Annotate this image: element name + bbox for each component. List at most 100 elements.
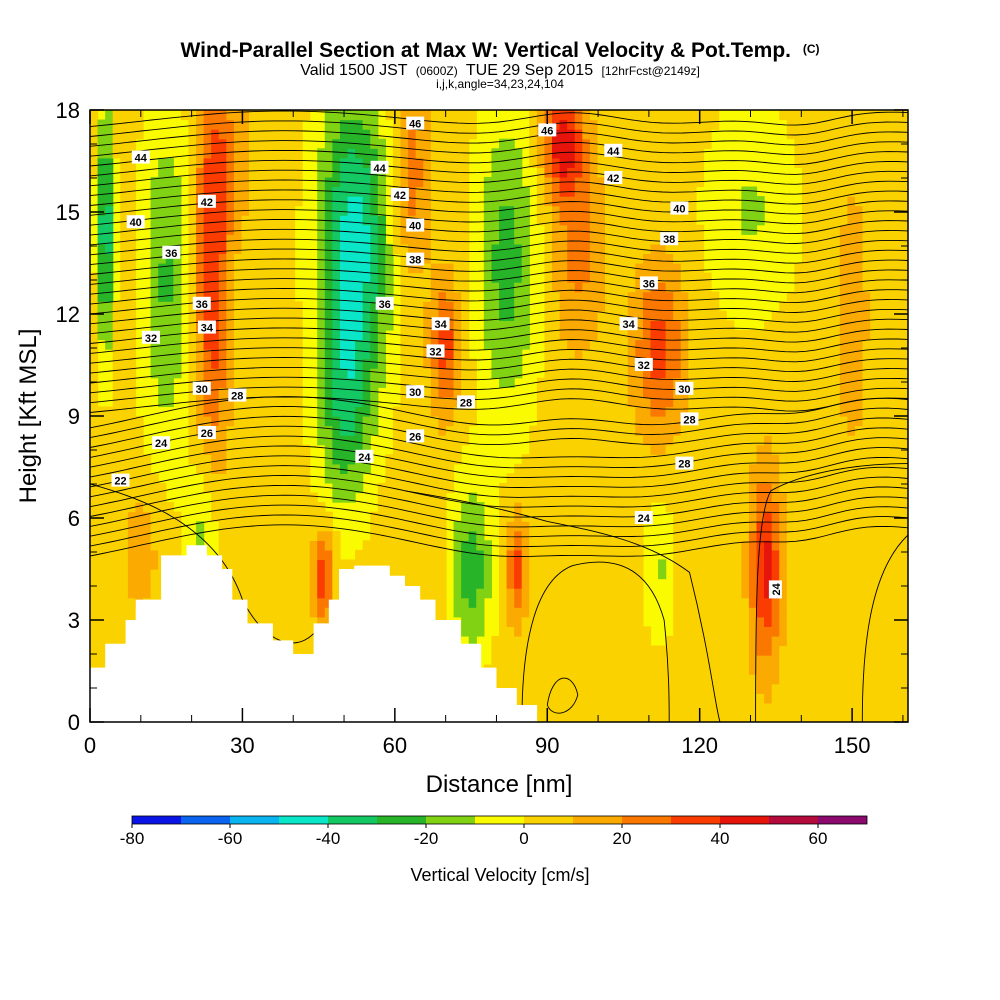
velocity-cell (703, 674, 712, 685)
velocity-cell (135, 110, 144, 121)
velocity-cell (680, 549, 689, 561)
velocity-cell (574, 626, 583, 637)
velocity-cell (264, 482, 273, 494)
velocity-cell (673, 224, 682, 235)
velocity-cell (597, 444, 606, 455)
velocity-cell (377, 205, 386, 216)
velocity-cell (764, 607, 773, 618)
velocity-cell (249, 454, 258, 465)
velocity-cell (597, 674, 606, 685)
velocity-cell (544, 358, 553, 369)
velocity-cell (226, 329, 235, 341)
velocity-cell (779, 473, 788, 484)
velocity-cell (453, 224, 462, 235)
velocity-cell (211, 129, 220, 140)
velocity-cell (286, 502, 296, 513)
velocity-cell (499, 138, 508, 149)
velocity-cell (218, 540, 227, 551)
velocity-cell (249, 435, 258, 446)
velocity-cell (567, 205, 576, 216)
velocity-cell (392, 176, 402, 188)
velocity-cell (150, 176, 159, 188)
velocity-cell (158, 540, 167, 551)
velocity-cell (650, 205, 659, 216)
velocity-cell (567, 597, 576, 608)
velocity-cell (718, 387, 727, 398)
velocity-cell (120, 387, 129, 398)
velocity-cell (642, 702, 652, 714)
velocity-cell (552, 224, 561, 235)
velocity-cell (241, 530, 250, 541)
velocity-cell (779, 674, 788, 685)
velocity-cell (552, 645, 561, 656)
velocity-cell (226, 167, 235, 178)
velocity-cell (332, 243, 341, 255)
velocity-cell (324, 138, 333, 149)
velocity-cell (574, 301, 583, 312)
velocity-cell (559, 664, 568, 675)
velocity-cell (226, 559, 235, 570)
velocity-cell (506, 138, 515, 149)
velocity-cell (438, 148, 447, 159)
velocity-cell (173, 263, 182, 274)
velocity-cell (559, 588, 568, 599)
velocity-cell (271, 263, 280, 274)
velocity-cell (408, 444, 417, 455)
velocity-cell (582, 253, 591, 264)
velocity-cell (249, 387, 258, 398)
velocity-cell (695, 291, 705, 302)
velocity-cell (196, 416, 205, 427)
velocity-cell (801, 702, 811, 714)
velocity-cell (658, 693, 667, 704)
velocity-cell (764, 693, 773, 704)
velocity-cell (589, 406, 599, 417)
velocity-cell (529, 655, 538, 666)
velocity-cell (241, 349, 250, 360)
chart-title-unit: (C) (803, 42, 820, 56)
velocity-cell (756, 482, 765, 494)
velocity-cell (461, 263, 470, 274)
velocity-cell (506, 521, 515, 532)
velocity-cell (597, 664, 606, 675)
velocity-cell (264, 540, 273, 551)
velocity-cell (165, 310, 174, 321)
velocity-cell (642, 339, 652, 350)
velocity-cell (748, 329, 758, 341)
velocity-cell (552, 320, 561, 331)
velocity-cell (589, 110, 599, 121)
velocity-cell (703, 129, 712, 140)
velocity-cell (415, 358, 424, 369)
velocity-cell (226, 205, 235, 216)
velocity-cell (748, 502, 758, 513)
velocity-cell (741, 530, 750, 541)
velocity-cell (597, 291, 606, 302)
velocity-cell (355, 559, 364, 570)
velocity-cell (529, 482, 538, 494)
velocity-cell (658, 110, 667, 121)
velocity-cell (438, 358, 447, 369)
velocity-cell (794, 626, 803, 637)
velocity-cell (521, 674, 530, 685)
velocity-cell (491, 329, 500, 341)
velocity-cell (756, 339, 765, 350)
velocity-cell (582, 186, 591, 197)
velocity-cell (218, 530, 227, 541)
velocity-cell (347, 349, 356, 360)
velocity-cell (733, 616, 742, 627)
velocity-cell (779, 349, 788, 360)
velocity-cell (203, 272, 212, 283)
velocity-cell (703, 588, 712, 599)
velocity-cell (355, 263, 364, 274)
velocity-cell (658, 396, 667, 408)
velocity-cell (589, 702, 599, 714)
velocity-cell (385, 473, 394, 484)
velocity-cell (574, 320, 583, 331)
velocity-cell (718, 549, 727, 561)
velocity-cell (605, 196, 614, 207)
velocity-cell (703, 712, 712, 722)
velocity-cell (105, 406, 114, 417)
velocity-cell (589, 549, 599, 561)
velocity-cell (552, 358, 561, 369)
velocity-cell (332, 205, 341, 216)
velocity-cell (582, 224, 591, 235)
